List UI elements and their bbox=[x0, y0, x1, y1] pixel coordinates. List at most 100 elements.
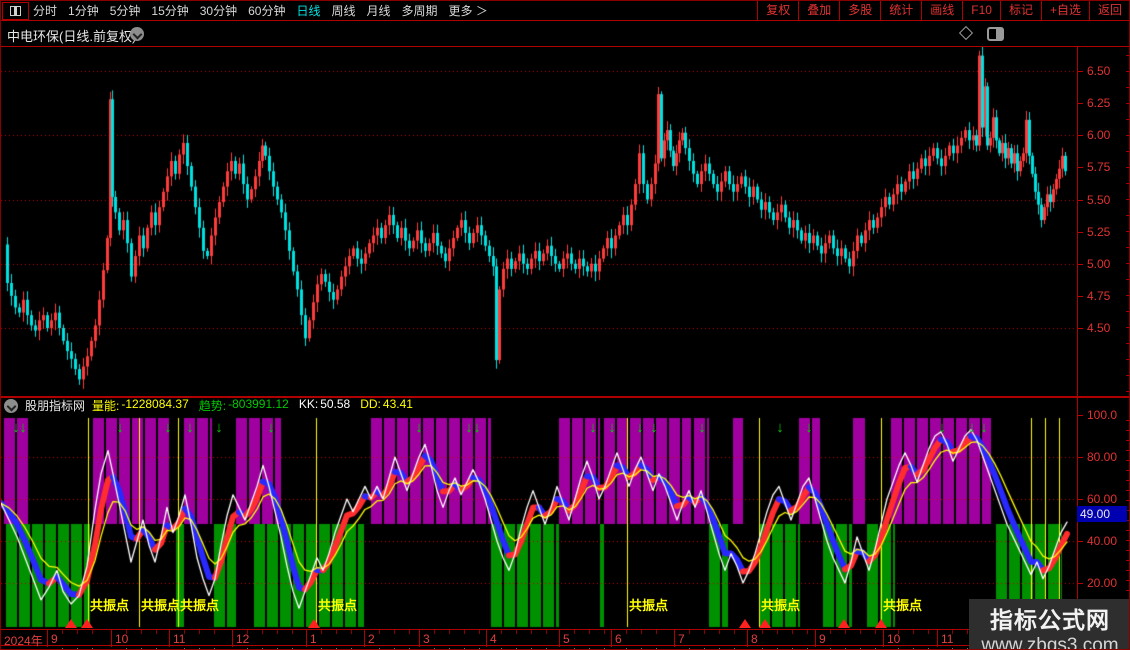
strip-tick bbox=[379, 648, 380, 649]
main-chart-canvas[interactable] bbox=[1, 47, 1077, 396]
period-tab-4[interactable]: 15分钟 bbox=[151, 4, 189, 18]
axis-minor-tick bbox=[1126, 295, 1129, 296]
toolbar-button-3[interactable]: 多股 bbox=[840, 1, 882, 21]
timeline-tick bbox=[321, 630, 322, 634]
collapse-indicator-icon[interactable] bbox=[4, 398, 18, 413]
chevron-down-circle-icon[interactable] bbox=[130, 27, 144, 41]
window-layout-button[interactable] bbox=[2, 2, 29, 20]
month-label: 10 bbox=[887, 632, 901, 646]
axis-minor-tick bbox=[1126, 550, 1129, 551]
panel-toggle-icon[interactable] bbox=[987, 27, 1004, 41]
indicator-axis-label: 60.00 bbox=[1087, 492, 1118, 506]
axis-minor-tick bbox=[1126, 231, 1129, 232]
watermark-title: 指标公式网 bbox=[990, 607, 1110, 633]
timeline-tick bbox=[126, 630, 127, 634]
period-tab-8[interactable]: 周线 bbox=[331, 4, 356, 18]
timeline[interactable]: 2024年 9 10 11 12 1 2 3 4 5 6 7 8 9 10 11 bbox=[1, 629, 1129, 648]
timeline-tick bbox=[656, 630, 657, 634]
axis-tick bbox=[1077, 457, 1083, 458]
strip-tick bbox=[546, 648, 547, 649]
month-divider bbox=[111, 630, 112, 647]
timeline-tick bbox=[626, 630, 627, 634]
timeline-tick bbox=[546, 630, 547, 634]
strip-tick bbox=[928, 648, 929, 649]
strip-tick bbox=[762, 648, 763, 649]
indicator-axis-label: 80.00 bbox=[1087, 450, 1118, 464]
period-tab-2[interactable]: 1分钟 bbox=[68, 4, 99, 18]
price-axis-label: 5.75 bbox=[1087, 160, 1111, 175]
period-tab-6[interactable]: 60分钟 bbox=[248, 4, 286, 18]
strip-tick bbox=[641, 648, 642, 649]
strip-tick bbox=[126, 648, 127, 649]
indicator-axis-label: 20.00 bbox=[1087, 576, 1118, 590]
month-divider bbox=[937, 630, 938, 647]
axis-minor-tick bbox=[1126, 490, 1129, 491]
timeline-tick bbox=[199, 630, 200, 634]
toolbar-button-4[interactable]: 统计 bbox=[881, 1, 923, 21]
timeline-tick bbox=[734, 630, 735, 634]
period-tab-11[interactable]: 更多 ＞ bbox=[448, 4, 488, 18]
month-divider bbox=[747, 630, 748, 647]
timeline-tick bbox=[704, 630, 705, 634]
timeline-tick bbox=[830, 630, 831, 634]
axis-minor-tick bbox=[1126, 570, 1129, 571]
indicator-canvas[interactable] bbox=[1, 414, 1077, 628]
toolbar-button-6[interactable]: F10 bbox=[963, 1, 1001, 21]
strip-tick bbox=[434, 648, 435, 649]
strip-tick bbox=[62, 648, 63, 649]
indicator-values: 量能: -1228084.37 趋势: -803991.12 KK: 50.58 DD: 43… bbox=[92, 397, 413, 414]
toolbar-button-2[interactable]: 叠加 bbox=[799, 1, 841, 21]
indicator-axis-label: 100.0 bbox=[1087, 408, 1118, 422]
period-tab-10[interactable]: 多周期 bbox=[401, 4, 438, 18]
indicator-axis: 100.0 80.00 60.00 40.00 20.00 49.00 bbox=[1077, 408, 1129, 628]
timeline-tick bbox=[689, 630, 690, 634]
strip-tick bbox=[321, 648, 322, 649]
indicator-field: 量能: -1228084.37 bbox=[92, 397, 189, 413]
price-axis-label: 4.75 bbox=[1087, 288, 1111, 303]
period-tab-7[interactable]: 日线 bbox=[296, 4, 321, 18]
period-tab-1[interactable]: 分时 bbox=[33, 4, 58, 18]
month-label: 1 bbox=[310, 632, 317, 646]
strip-tick bbox=[247, 648, 248, 649]
toolbar-button-9[interactable]: 返回 bbox=[1090, 1, 1129, 21]
price-axis: 6.50 6.25 6.00 5.75 5.50 5.25 5.00 4.75 4.50 bbox=[1077, 47, 1129, 396]
month-label: 3 bbox=[423, 632, 430, 646]
period-tab-5[interactable]: 30分钟 bbox=[199, 4, 238, 18]
month-label: 8 bbox=[751, 632, 758, 646]
diamond-icon[interactable] bbox=[958, 25, 974, 41]
month-divider bbox=[559, 630, 560, 647]
strip-tick bbox=[464, 648, 465, 649]
axis-minor-tick bbox=[1126, 590, 1129, 591]
titlebar: 中电环保(日线.前复权) bbox=[1, 22, 1129, 46]
axis-minor-tick bbox=[1126, 247, 1129, 248]
strip-tick bbox=[689, 648, 690, 649]
axis-minor-tick bbox=[1126, 167, 1129, 168]
strip-tick bbox=[626, 648, 627, 649]
period-tab-9[interactable]: 月线 bbox=[366, 4, 391, 18]
toolbar-button-8[interactable]: +自选 bbox=[1042, 1, 1090, 21]
strip-tick bbox=[77, 648, 78, 649]
axis-minor-tick bbox=[1126, 343, 1129, 344]
axis-minor-tick bbox=[1126, 440, 1129, 441]
strip-tick bbox=[262, 648, 263, 649]
toolbar-button-1[interactable]: 复权 bbox=[758, 1, 800, 21]
timeline-tick bbox=[214, 630, 215, 634]
strip-tick bbox=[156, 648, 157, 649]
timeline-tick bbox=[501, 630, 502, 634]
period-tab-3[interactable]: 5分钟 bbox=[109, 4, 141, 18]
price-axis-label: 5.25 bbox=[1087, 224, 1111, 239]
strip-tick bbox=[394, 648, 395, 649]
strip-tick bbox=[830, 648, 831, 649]
period-menu: 分时 1分钟 5分钟 15分钟 30分钟 60分钟 日线 周线 月线 多周期 更多 ＞ bbox=[33, 1, 488, 21]
axis-minor-tick bbox=[1126, 375, 1129, 376]
month-label: 11 bbox=[173, 632, 186, 646]
month-divider bbox=[169, 630, 170, 647]
timeline-tick bbox=[92, 630, 93, 634]
timeline-tick bbox=[777, 630, 778, 634]
timeline-tick bbox=[262, 630, 263, 634]
toolbar-button-7[interactable]: 标记 bbox=[1001, 1, 1042, 21]
toolbar-button-5[interactable]: 画线 bbox=[922, 1, 964, 21]
axis-tick bbox=[1077, 328, 1083, 329]
strip-tick bbox=[409, 648, 410, 649]
axis-minor-tick bbox=[1126, 327, 1129, 328]
